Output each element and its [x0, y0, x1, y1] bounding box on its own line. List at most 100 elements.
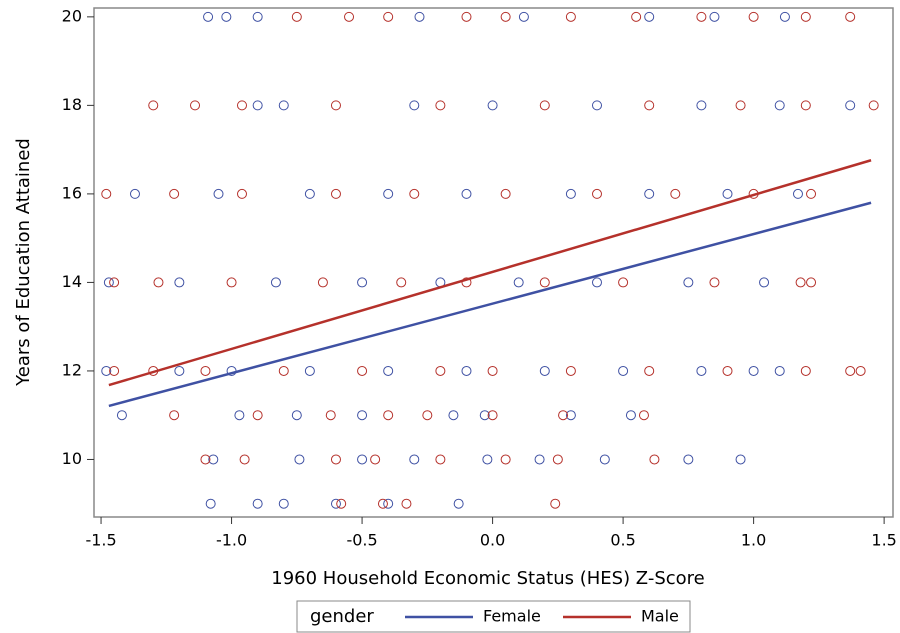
legend-label: Female: [483, 607, 541, 626]
scatter-point: [291, 11, 302, 22]
scatter-point: [383, 498, 394, 509]
scatter-point: [383, 188, 394, 199]
y-tick-label: 10: [62, 449, 82, 468]
scatter-point: [278, 365, 289, 376]
scatter-point: [487, 365, 498, 376]
scatter-point: [461, 365, 472, 376]
scatter-point: [479, 410, 490, 421]
scatter-point: [552, 454, 563, 465]
scatter-point: [330, 100, 341, 111]
scatter-point: [482, 454, 493, 465]
scatter-point: [683, 454, 694, 465]
scatter-point: [190, 100, 201, 111]
scatter-point: [591, 277, 602, 288]
scatter-point: [435, 365, 446, 376]
scatter-point: [203, 11, 214, 22]
scatter-point: [518, 11, 529, 22]
scatter-point: [534, 454, 545, 465]
scatter-point: [252, 410, 263, 421]
legend-title: gender: [310, 606, 374, 627]
scatter-point: [500, 454, 511, 465]
scatter-point: [205, 498, 216, 509]
x-tick-label: 1.5: [871, 531, 896, 550]
scatter-point: [200, 454, 211, 465]
scatter-point: [709, 277, 720, 288]
scatter-point: [591, 188, 602, 199]
scatter-point: [795, 277, 806, 288]
scatter-point: [696, 100, 707, 111]
scatter-point: [200, 365, 211, 376]
scatter-point: [800, 100, 811, 111]
scatter-point: [649, 454, 660, 465]
scatter-point: [174, 365, 185, 376]
scatter-point: [806, 277, 817, 288]
scatter-point: [226, 277, 237, 288]
scatter-point: [631, 11, 642, 22]
scatter-point: [800, 11, 811, 22]
y-tick-label: 12: [62, 360, 82, 379]
scatter-point: [422, 410, 433, 421]
scatter-point: [774, 365, 785, 376]
scatter-point: [304, 365, 315, 376]
scatter-point: [213, 188, 224, 199]
scatter-point: [101, 365, 112, 376]
x-tick-label: -1.0: [216, 531, 247, 550]
scatter-point: [239, 454, 250, 465]
scatter-point: [696, 365, 707, 376]
scatter-point: [148, 100, 159, 111]
scatter-point: [278, 100, 289, 111]
x-tick-label: 0.5: [610, 531, 635, 550]
scatter-point: [294, 454, 305, 465]
plot-frame: [93, 7, 894, 518]
scatter-point: [539, 277, 550, 288]
scatter-point: [234, 410, 245, 421]
scatter-point: [644, 365, 655, 376]
y-tick-label: 18: [62, 95, 82, 114]
scatter-point: [252, 11, 263, 22]
scatter-point: [453, 498, 464, 509]
scatter-point: [336, 498, 347, 509]
scatter-point: [618, 365, 629, 376]
scatter-point: [513, 277, 524, 288]
y-tick-label: 14: [62, 272, 82, 291]
scatter-point: [317, 277, 328, 288]
scatter-point: [806, 188, 817, 199]
scatter-point: [357, 410, 368, 421]
x-tick-label: 0.0: [480, 531, 505, 550]
scatter-point: [270, 277, 281, 288]
scatter-point: [599, 454, 610, 465]
scatter-point: [500, 11, 511, 22]
scatter-point: [792, 188, 803, 199]
scatter-point: [735, 454, 746, 465]
scatter-point: [487, 410, 498, 421]
scatter-point: [845, 11, 856, 22]
scatter-point: [735, 100, 746, 111]
scatter-point: [550, 498, 561, 509]
scatter-point: [448, 410, 459, 421]
scatter-point: [644, 100, 655, 111]
y-tick-label: 16: [62, 183, 82, 202]
scatter-point: [625, 410, 636, 421]
scatter-point: [461, 277, 472, 288]
scatter-point: [435, 454, 446, 465]
legend-label: Male: [641, 607, 679, 626]
scatter-point: [252, 498, 263, 509]
scatter-point: [383, 11, 394, 22]
scatter-point: [539, 100, 550, 111]
scatter-point: [278, 498, 289, 509]
scatter-point: [330, 188, 341, 199]
scatter-point: [103, 277, 114, 288]
scatter-point: [779, 11, 790, 22]
scatter-point: [591, 100, 602, 111]
scatter-point: [461, 11, 472, 22]
scatter-point: [487, 100, 498, 111]
scatter-point: [101, 188, 112, 199]
y-tick-label: 20: [62, 6, 82, 25]
scatter-point: [383, 365, 394, 376]
scatter-point: [683, 277, 694, 288]
scatter-point: [330, 498, 341, 509]
scatter-point: [774, 100, 785, 111]
scatter-point: [539, 365, 550, 376]
scatter-point: [370, 454, 381, 465]
